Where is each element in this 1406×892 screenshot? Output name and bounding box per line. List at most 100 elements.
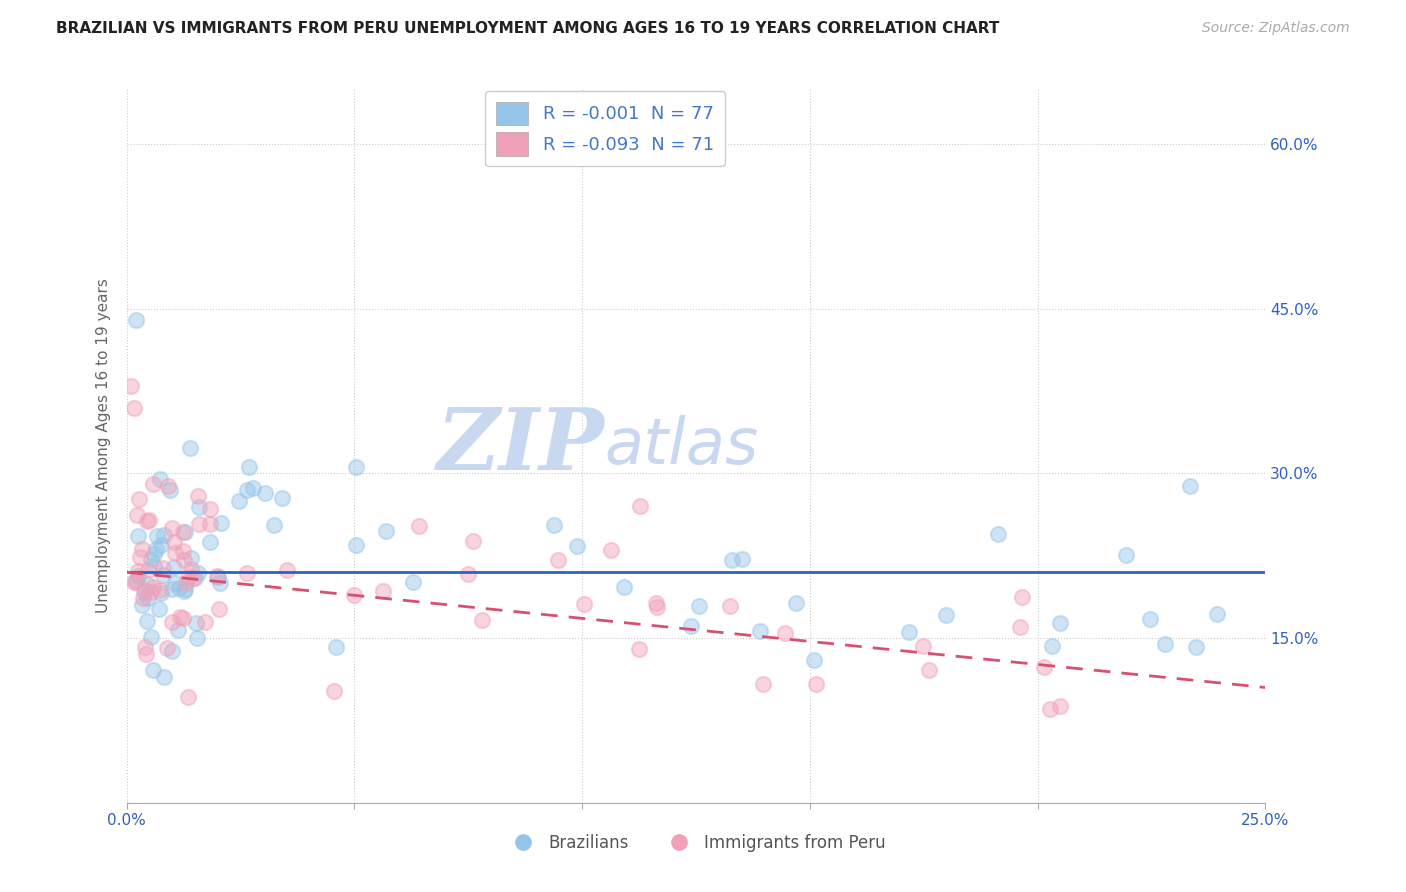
Point bbox=[612, 580, 634, 594]
Point bbox=[408, 519, 430, 533]
Point bbox=[205, 569, 228, 583]
Point bbox=[600, 542, 623, 557]
Point bbox=[1008, 620, 1031, 634]
Point bbox=[402, 575, 425, 590]
Point bbox=[200, 535, 222, 549]
Point bbox=[236, 566, 259, 580]
Point bbox=[188, 500, 211, 514]
Point bbox=[150, 586, 173, 600]
Point bbox=[132, 585, 155, 599]
Point bbox=[209, 516, 232, 531]
Point bbox=[343, 588, 366, 602]
Point bbox=[129, 550, 152, 565]
Point bbox=[152, 568, 174, 582]
Point bbox=[208, 575, 231, 590]
Point bbox=[1184, 640, 1206, 655]
Point bbox=[149, 582, 172, 597]
Point bbox=[987, 526, 1010, 541]
Point bbox=[174, 575, 197, 590]
Point bbox=[323, 684, 346, 698]
Point bbox=[180, 551, 202, 566]
Point bbox=[125, 573, 148, 587]
Point bbox=[918, 663, 941, 677]
Point bbox=[127, 569, 149, 583]
Point bbox=[169, 610, 191, 624]
Point bbox=[131, 542, 153, 557]
Point bbox=[142, 663, 165, 677]
Point bbox=[136, 577, 159, 591]
Point bbox=[160, 521, 183, 535]
Point bbox=[187, 516, 209, 531]
Point bbox=[186, 615, 208, 630]
Point bbox=[208, 602, 231, 616]
Point bbox=[173, 553, 195, 567]
Point bbox=[1039, 702, 1062, 716]
Point bbox=[457, 566, 479, 581]
Point bbox=[145, 542, 167, 557]
Legend: Brazilians, Immigrants from Peru: Brazilians, Immigrants from Peru bbox=[501, 828, 891, 859]
Point bbox=[134, 640, 156, 654]
Point bbox=[1049, 699, 1071, 714]
Point bbox=[181, 571, 204, 585]
Point bbox=[276, 563, 298, 577]
Point bbox=[461, 533, 484, 548]
Point bbox=[152, 560, 174, 574]
Point bbox=[911, 639, 934, 653]
Text: ZIP: ZIP bbox=[437, 404, 605, 488]
Point bbox=[156, 479, 179, 493]
Point bbox=[627, 641, 650, 656]
Point bbox=[679, 619, 702, 633]
Point bbox=[142, 547, 165, 561]
Point bbox=[160, 644, 183, 658]
Point bbox=[1049, 615, 1071, 630]
Point bbox=[242, 481, 264, 495]
Point bbox=[176, 690, 198, 704]
Point bbox=[136, 614, 159, 628]
Point bbox=[172, 544, 194, 558]
Point bbox=[572, 598, 595, 612]
Point bbox=[163, 576, 186, 591]
Point bbox=[134, 583, 156, 598]
Point bbox=[136, 515, 159, 529]
Point bbox=[688, 599, 710, 613]
Point bbox=[263, 517, 285, 532]
Point bbox=[344, 460, 367, 475]
Point bbox=[207, 570, 229, 584]
Point bbox=[139, 630, 162, 644]
Point bbox=[720, 553, 742, 567]
Point bbox=[142, 477, 165, 491]
Point bbox=[122, 574, 145, 589]
Point bbox=[325, 640, 347, 655]
Point bbox=[162, 559, 184, 574]
Point bbox=[166, 623, 188, 637]
Point bbox=[128, 492, 150, 507]
Point bbox=[1139, 612, 1161, 626]
Point bbox=[270, 491, 292, 505]
Point bbox=[236, 483, 259, 497]
Point bbox=[135, 648, 157, 662]
Point bbox=[142, 580, 165, 594]
Point bbox=[153, 528, 176, 542]
Point bbox=[138, 563, 160, 577]
Point bbox=[935, 607, 957, 622]
Point bbox=[543, 517, 565, 532]
Point bbox=[132, 591, 155, 605]
Point bbox=[1011, 591, 1033, 605]
Point bbox=[162, 615, 184, 629]
Point bbox=[1154, 637, 1177, 651]
Point bbox=[749, 624, 772, 638]
Point bbox=[148, 602, 170, 616]
Point bbox=[136, 591, 159, 606]
Point bbox=[186, 631, 208, 645]
Point bbox=[127, 508, 149, 522]
Point bbox=[773, 626, 796, 640]
Point bbox=[806, 677, 828, 691]
Point bbox=[139, 552, 162, 566]
Point bbox=[127, 529, 149, 543]
Point bbox=[253, 486, 276, 500]
Point bbox=[785, 596, 807, 610]
Point bbox=[149, 538, 172, 552]
Y-axis label: Unemployment Among Ages 16 to 19 years: Unemployment Among Ages 16 to 19 years bbox=[96, 278, 111, 614]
Point bbox=[120, 378, 142, 392]
Point bbox=[1205, 607, 1227, 621]
